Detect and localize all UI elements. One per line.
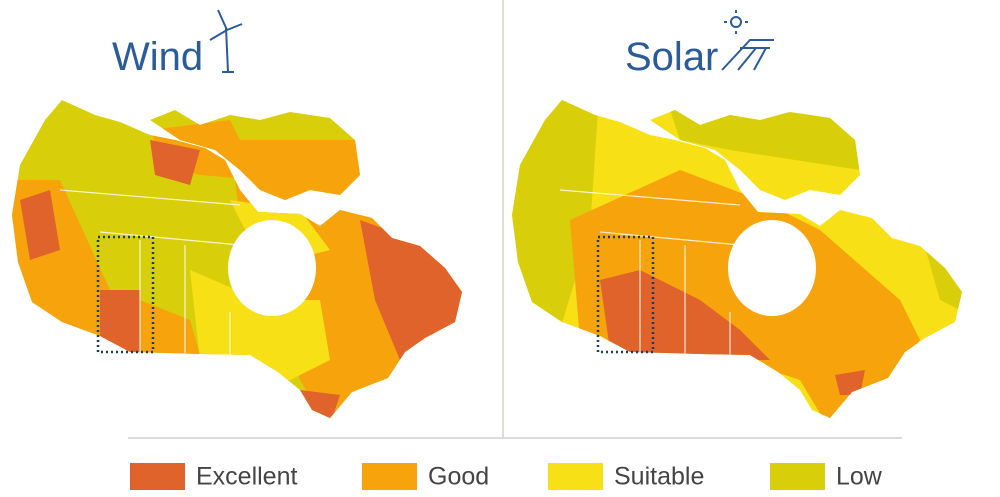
- legend-swatch: [548, 463, 603, 490]
- hudson-bay: [228, 220, 316, 316]
- region: [190, 270, 330, 380]
- legend: Excellent Good Suitable Low: [130, 463, 883, 491]
- legend-label: Excellent: [196, 463, 297, 491]
- solar-icon: [721, 10, 774, 71]
- solar-panel: Solar: [512, 10, 962, 418]
- wind-panel: Wind: [12, 9, 462, 418]
- region: [150, 140, 200, 185]
- hudson-bay: [728, 220, 816, 316]
- legend-label: Low: [836, 463, 883, 491]
- region: [20, 190, 60, 260]
- legend-label: Good: [428, 463, 489, 491]
- legend-swatch: [362, 463, 417, 490]
- legend-label: Suitable: [614, 463, 704, 491]
- region: [300, 390, 340, 418]
- region: [835, 370, 865, 395]
- legend-swatch: [130, 463, 185, 490]
- legend-swatch: [770, 463, 825, 490]
- panel-title: Wind: [112, 35, 203, 79]
- panel-title: Solar: [625, 35, 718, 79]
- wind-icon: [209, 9, 243, 73]
- region: [100, 290, 140, 355]
